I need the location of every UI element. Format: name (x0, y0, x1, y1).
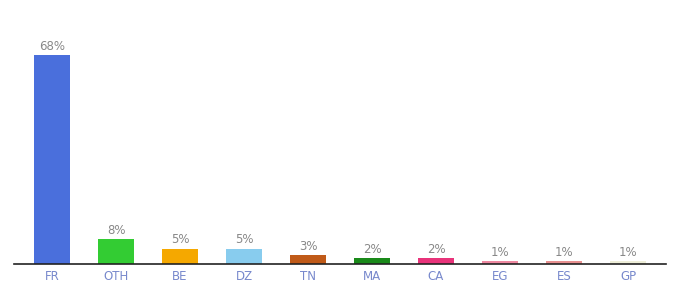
Bar (163, 249, 198, 264)
Text: 2%: 2% (362, 243, 381, 256)
Bar (290, 255, 326, 264)
Text: 1%: 1% (619, 246, 637, 259)
Bar (611, 261, 645, 264)
Text: 1%: 1% (555, 246, 573, 259)
Text: 68%: 68% (39, 40, 65, 52)
Text: 5%: 5% (235, 233, 253, 247)
Bar (35, 55, 69, 264)
Bar (354, 258, 390, 264)
Text: 2%: 2% (426, 243, 445, 256)
Text: 3%: 3% (299, 240, 318, 253)
Text: 1%: 1% (491, 246, 509, 259)
Text: 5%: 5% (171, 233, 189, 247)
Bar (547, 261, 581, 264)
Bar (99, 239, 133, 264)
Text: 8%: 8% (107, 224, 125, 237)
Bar (226, 249, 262, 264)
Bar (482, 261, 517, 264)
Bar (418, 258, 454, 264)
